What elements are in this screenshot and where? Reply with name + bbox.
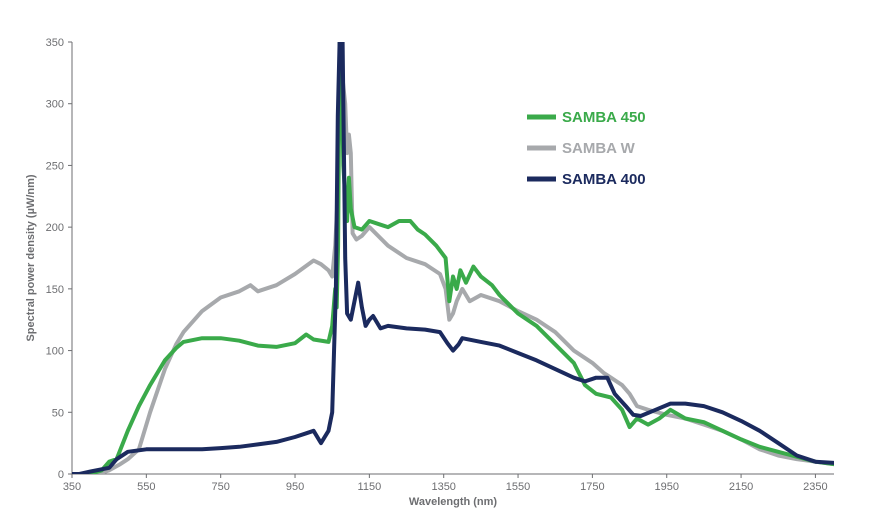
x-tick-label: 2150 bbox=[729, 481, 753, 493]
legend-label: SAMBA 400 bbox=[562, 171, 646, 188]
y-tick-label: 0 bbox=[58, 469, 64, 481]
x-tick-label: 2350 bbox=[803, 481, 827, 493]
series-layer bbox=[72, 42, 834, 474]
legend: SAMBA 450 SAMBA W SAMBA 400 bbox=[527, 109, 646, 188]
x-tick-label: 950 bbox=[286, 481, 304, 493]
y-tick-group: 0 50 100 150 200 250 300 350 bbox=[46, 37, 72, 481]
x-tick-label: 1150 bbox=[358, 481, 382, 493]
x-tick-label: 1750 bbox=[580, 481, 604, 493]
x-tick-label: 550 bbox=[137, 481, 155, 493]
series-line-samba-400 bbox=[72, 42, 834, 474]
y-tick-label: 300 bbox=[46, 99, 64, 111]
y-tick-label: 200 bbox=[46, 222, 64, 234]
x-tick-label: 1350 bbox=[431, 481, 455, 493]
x-tick-label: 350 bbox=[63, 481, 81, 493]
x-tick-label: 1550 bbox=[506, 481, 530, 493]
legend-label: SAMBA W bbox=[562, 140, 636, 157]
y-tick-label: 150 bbox=[46, 284, 64, 296]
y-axis-title: Spectral power density (µW/nm) bbox=[25, 174, 37, 341]
legend-label: SAMBA 450 bbox=[562, 109, 646, 126]
chart-axes bbox=[71, 42, 834, 475]
series-line-samba-450 bbox=[72, 42, 834, 474]
series-line-samba-w bbox=[72, 77, 834, 474]
y-tick-label: 50 bbox=[52, 407, 64, 419]
y-tick-label: 250 bbox=[46, 160, 64, 172]
x-tick-group: 350 550 750 950 1150 1350 1550 1750 1950 2150 2350 bbox=[63, 474, 828, 493]
x-tick-label: 750 bbox=[212, 481, 230, 493]
y-tick-label: 100 bbox=[46, 346, 64, 358]
x-axis-title: Wavelength (nm) bbox=[409, 496, 498, 508]
x-tick-label: 1950 bbox=[654, 481, 678, 493]
y-tick-label: 350 bbox=[46, 37, 64, 49]
